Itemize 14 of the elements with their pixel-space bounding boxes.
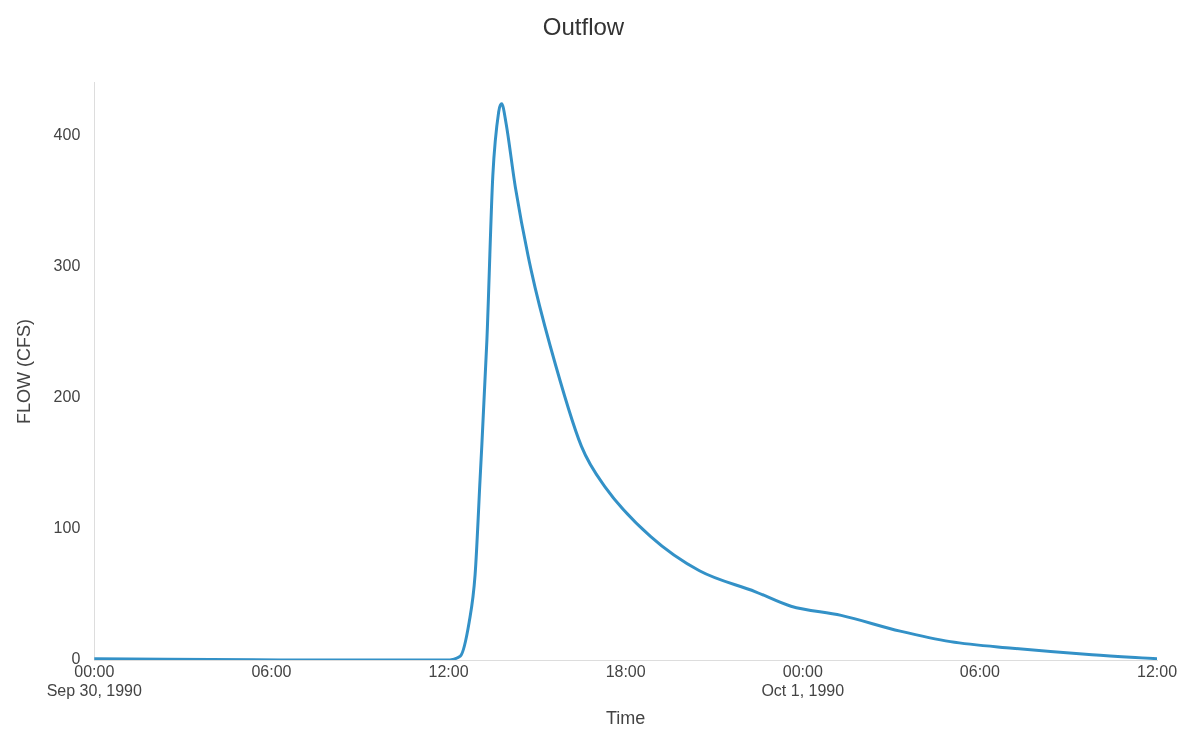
x-tick-label: 12:00 <box>1136 663 1178 681</box>
x-tick-label: 00:00 Sep 30, 1990 <box>46 663 142 700</box>
chart-title: Outflow <box>542 13 625 41</box>
y-tick-label: 100 <box>53 519 81 537</box>
x-tick-label: 06:00 <box>251 663 292 681</box>
x-tick-label: 18:00 <box>605 663 646 681</box>
y-tick-label: 400 <box>53 125 81 143</box>
x-axis-title: Time <box>605 708 646 729</box>
y-tick-label: 300 <box>53 256 81 274</box>
x-tick-label: 00:00 Oct 1, 1990 <box>761 663 845 700</box>
x-tick-label: 06:00 <box>959 663 1000 681</box>
y-tick-label: 200 <box>53 388 81 406</box>
x-tick-label: 12:00 <box>428 663 469 681</box>
y-axis-title: FLOW (CFS) <box>13 318 34 424</box>
